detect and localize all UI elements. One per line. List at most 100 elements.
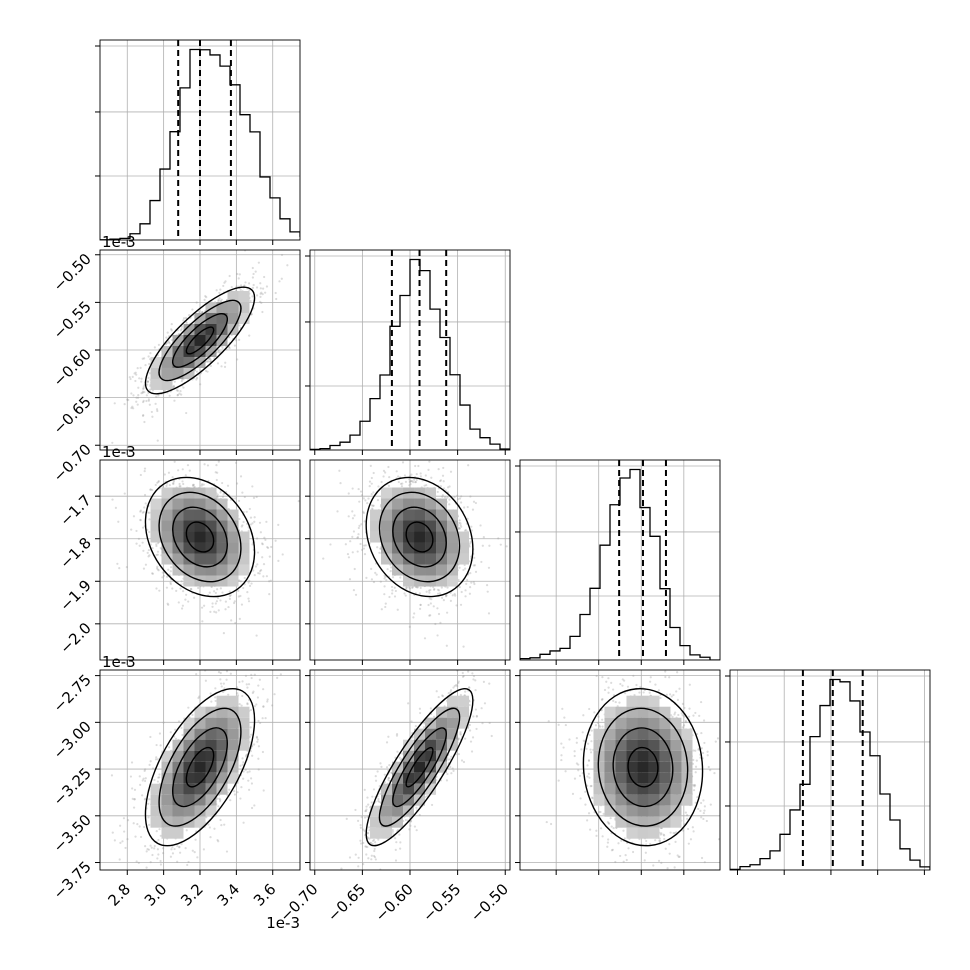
- scatter-point: [248, 289, 251, 292]
- scatter-point: [209, 360, 212, 363]
- scatter-point: [151, 572, 155, 575]
- scatter-point: [198, 310, 201, 314]
- scatter-point: [370, 578, 374, 581]
- scatter-point: [464, 567, 467, 570]
- scatter-point: [467, 464, 470, 467]
- scatter-point: [140, 392, 143, 395]
- density-cell: [392, 498, 404, 510]
- density-cell: [370, 520, 382, 532]
- scatter-point: [128, 376, 131, 379]
- scatter-point: [247, 597, 250, 600]
- scatter-point: [181, 590, 185, 593]
- density-cell: [183, 498, 195, 510]
- scatter-point: [372, 504, 375, 507]
- scatter-point: [383, 593, 386, 596]
- scatter-point: [148, 511, 151, 514]
- scatter-point: [329, 543, 332, 546]
- scatter-point: [410, 473, 413, 476]
- density-cell: [414, 498, 426, 510]
- scatter-point: [139, 519, 142, 522]
- scatter-point: [221, 481, 224, 485]
- scatter-point: [182, 319, 185, 322]
- scatter-point: [216, 588, 219, 591]
- scatter-point: [393, 586, 396, 589]
- density-cell: [227, 564, 239, 576]
- scatter-point: [200, 484, 203, 487]
- scatter-point: [134, 379, 137, 383]
- scatter-point: [119, 824, 122, 827]
- scatter-point: [466, 578, 469, 582]
- scatter-point: [376, 546, 379, 549]
- scatter-point: [239, 580, 242, 583]
- scatter-point: [146, 380, 149, 383]
- scatter-point: [142, 399, 145, 402]
- histogram-bar: [600, 545, 610, 660]
- scatter-point: [258, 521, 262, 524]
- scatter-point: [193, 851, 196, 854]
- scatter-point: [263, 536, 266, 539]
- scatter-point: [383, 585, 386, 588]
- scatter-point: [255, 294, 259, 297]
- scatter-point: [250, 806, 254, 810]
- scatter-point: [268, 580, 271, 583]
- scatter-point: [129, 377, 132, 381]
- density-cell: [458, 531, 470, 543]
- scatter-point: [386, 568, 389, 571]
- scatter-point: [255, 634, 258, 637]
- density-cell: [227, 542, 239, 554]
- scatter-point: [157, 569, 160, 572]
- scatter-point: [141, 511, 144, 514]
- density-cell: [194, 564, 206, 576]
- scatter-point: [408, 478, 411, 481]
- density-cell: [183, 553, 195, 565]
- scatter-point: [434, 622, 437, 626]
- scatter-point: [387, 484, 391, 488]
- scatter-point: [407, 586, 410, 589]
- histogram-step: [310, 258, 510, 450]
- scatter-point: [353, 567, 356, 571]
- scatter-point: [169, 570, 172, 573]
- scatter-point: [203, 298, 206, 301]
- scatter-point: [224, 280, 227, 283]
- density-cell: [403, 575, 415, 587]
- density-cell: [216, 575, 228, 587]
- scatter-point: [369, 464, 372, 467]
- scatter-point: [153, 346, 156, 349]
- scatter-point: [221, 591, 224, 594]
- density-cell: [150, 378, 162, 390]
- scatter-point: [418, 592, 422, 595]
- scatter-point: [141, 541, 144, 544]
- histogram-bar: [330, 446, 340, 450]
- scatter-point: [151, 547, 154, 550]
- histogram-bar: [190, 50, 200, 240]
- scatter-point: [136, 366, 139, 370]
- scatter-point: [245, 510, 248, 513]
- scatter-point: [137, 386, 140, 389]
- density-cell: [227, 509, 239, 521]
- scatter-point: [167, 603, 170, 606]
- scatter-point: [236, 692, 239, 695]
- scatter-point: [210, 700, 213, 703]
- scatter-point: [347, 556, 351, 559]
- density-cell: [381, 531, 393, 543]
- density-cell: [194, 334, 206, 346]
- scatter-point: [351, 551, 354, 554]
- scatter-point: [194, 838, 197, 841]
- scatter-point: [375, 573, 378, 576]
- histogram-bar: [140, 224, 150, 240]
- scatter-point: [134, 835, 137, 838]
- scatter-point: [412, 481, 415, 484]
- density-cell: [238, 312, 250, 324]
- scatter-point: [474, 501, 478, 505]
- scatter-point: [258, 572, 261, 575]
- scatter-point: [248, 507, 251, 511]
- scatter-point: [473, 556, 476, 559]
- density-cell: [172, 367, 184, 379]
- density-cell: [150, 498, 162, 510]
- scatter-point: [143, 420, 146, 424]
- density-cell: [194, 487, 206, 499]
- scatter-point: [156, 568, 159, 571]
- scatter-point: [270, 545, 273, 549]
- scatter-point: [351, 487, 354, 490]
